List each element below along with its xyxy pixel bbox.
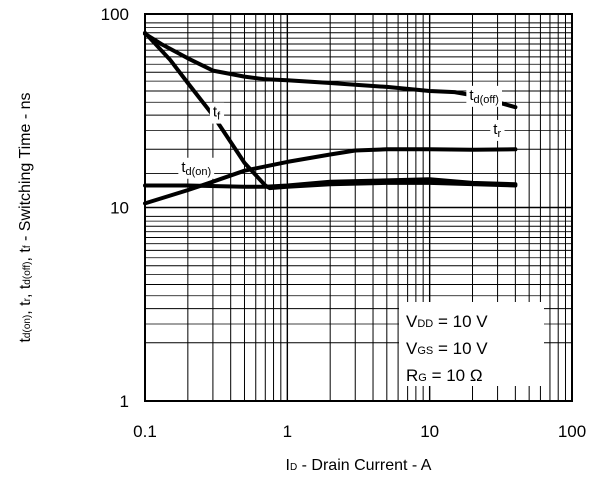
svg-text:tr: tr [493,121,501,140]
condition-line: RG = 10 Ω [406,366,483,385]
y-tick-label: 1 [120,392,129,411]
y-tick-label: 100 [101,5,129,24]
conditions-box: VDD = 10 V VGS = 10 V RG = 10 Ω [399,302,544,386]
y-axis-label: td(on), tr, td(off), tf - Switching Time… [17,92,34,342]
svg-text:tf: tf [213,104,221,123]
svg-text:td(off): td(off) [469,87,499,106]
curve-label-r: tr [490,119,505,141]
x-tick-label: 100 [558,422,586,441]
x-tick-label: 10 [420,422,439,441]
x-axis-label: ID - Drain Current - A [286,457,432,474]
condition-line: VGS = 10 V [406,339,488,358]
curve-label-doff: td(off) [466,85,502,107]
curve-label-f: tf [209,102,225,124]
curve-labels: td(off) tf tr td(on) [178,85,505,179]
curve-label-don: td(on) [178,157,215,179]
svg-text:td(on): td(on) [181,159,211,178]
x-tick-label: 1 [283,422,292,441]
condition-line: VDD = 10 V [406,312,488,331]
plot-frame [144,13,573,402]
x-tick-label: 0.1 [133,422,157,441]
series-line-don [143,177,518,189]
y-tick-label: 10 [110,199,129,218]
